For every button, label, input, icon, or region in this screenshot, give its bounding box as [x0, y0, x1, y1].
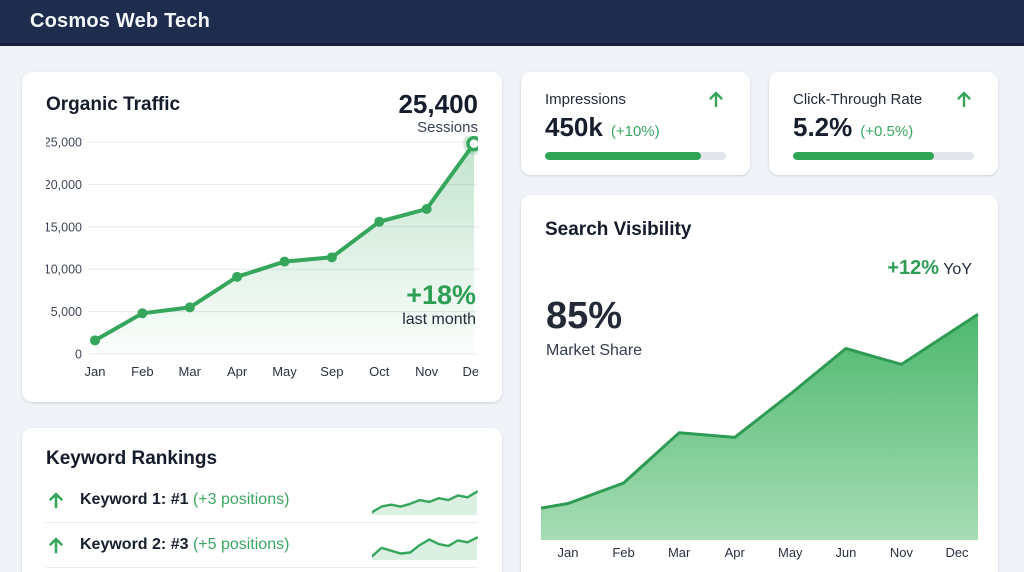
ctr-progress-track: [793, 152, 974, 160]
svg-text:Apr: Apr: [227, 364, 248, 379]
ctr-card: Click-Through Rate 5.2% (+0.5%): [769, 72, 998, 175]
svg-text:Feb: Feb: [612, 545, 634, 560]
up-arrow-icon: [709, 91, 723, 108]
up-arrow-icon: [49, 537, 63, 554]
dashboard-body: Organic Traffic 25,400 Sessions 25,000 20…: [0, 46, 1024, 572]
impressions-value: 450k: [545, 112, 603, 142]
ctr-progress-fill: [793, 152, 935, 160]
keyword-row-2: Keyword 2: #3 (+5 positions): [46, 523, 478, 567]
svg-text:Jan: Jan: [558, 545, 579, 560]
svg-text:Feb: Feb: [131, 364, 153, 379]
organic-traffic-card: Organic Traffic 25,400 Sessions 25,000 20…: [22, 72, 502, 402]
delta-percent: +18%: [406, 280, 476, 310]
svg-text:Oct: Oct: [369, 364, 390, 379]
svg-text:Jun: Jun: [835, 545, 856, 560]
svg-text:Sep: Sep: [320, 364, 343, 379]
keyword-2-delta: (+5 positions): [192, 536, 290, 553]
row-divider: [46, 522, 478, 523]
svg-text:Mar: Mar: [179, 364, 202, 379]
yoy-delta: +12% YoY: [887, 257, 972, 280]
svg-text:5,000: 5,000: [51, 305, 82, 319]
svg-text:Mar: Mar: [668, 545, 691, 560]
keyword-1-label: Keyword 1: #1: [80, 491, 189, 508]
market-share-block: 85% Market Share: [546, 295, 642, 360]
svg-text:20,000: 20,000: [46, 178, 82, 192]
svg-text:10,000: 10,000: [46, 263, 82, 277]
ctr-delta: (+0.5%): [860, 123, 914, 140]
organic-traffic-title: Organic Traffic: [46, 94, 181, 115]
svg-text:15,000: 15,000: [46, 221, 82, 235]
organic-traffic-headline: 25,400 Sessions: [398, 90, 478, 136]
keyword-rankings-title: Keyword Rankings: [46, 448, 218, 469]
svg-text:Jan: Jan: [85, 364, 106, 379]
svg-text:Nov: Nov: [890, 545, 914, 560]
app-header: Cosmos Web Tech: [0, 0, 1024, 46]
svg-text:25,000: 25,000: [46, 136, 82, 150]
svg-text:May: May: [272, 364, 297, 379]
keyword-1-delta: (+3 positions): [192, 491, 290, 508]
up-arrow-icon: [957, 91, 971, 108]
impressions-progress-fill: [545, 152, 701, 160]
sessions-unit-label: Sessions: [417, 119, 478, 137]
left-column: Organic Traffic 25,400 Sessions 25,000 20…: [22, 72, 502, 572]
up-arrow-icon: [49, 492, 63, 509]
impressions-progress-track: [545, 152, 726, 160]
keyword-2-label: Keyword 2: #3: [80, 536, 189, 553]
metric-cards-row: Impressions 450k (+10%) Click-Through Ra…: [521, 72, 998, 175]
search-visibility-area-chart: Jan Feb Mar Apr May Jun Nov Dec: [541, 313, 979, 560]
search-visibility-card: Search Visibility +12% YoY 85% Market Sh…: [521, 195, 998, 572]
right-column: Impressions 450k (+10%) Click-Through Ra…: [521, 72, 998, 572]
organic-traffic-header: Organic Traffic 25,400 Sessions: [46, 90, 478, 136]
yoy-percent: +12%: [887, 257, 940, 279]
svg-text:0: 0: [75, 348, 82, 362]
keyword-2-sparkline: [372, 535, 478, 560]
market-share-value: 85%: [546, 295, 623, 337]
svg-text:Apr: Apr: [725, 545, 746, 560]
delta-caption: last month: [402, 311, 476, 329]
yoy-label: YoY: [943, 261, 972, 278]
row-divider: [46, 567, 478, 568]
search-visibility-title: Search Visibility: [545, 219, 692, 240]
sessions-value: 25,400: [398, 89, 478, 119]
impressions-card: Impressions 450k (+10%): [521, 72, 750, 175]
svg-text:May: May: [778, 545, 803, 560]
keyword-row-1: Keyword 1: #1 (+3 positions): [46, 478, 478, 522]
ctr-value: 5.2%: [793, 112, 853, 142]
organic-traffic-delta: +18% last month: [402, 280, 476, 329]
keyword-1-sparkline: [372, 489, 478, 515]
market-share-label: Market Share: [546, 342, 643, 359]
svg-text:Dec: Dec: [945, 545, 969, 560]
svg-text:Dec: Dec: [462, 364, 478, 379]
ctr-label: Click-Through Rate: [793, 90, 923, 108]
impressions-delta: (+10%): [610, 123, 660, 140]
impressions-label: Impressions: [545, 90, 626, 108]
app-title: Cosmos Web Tech: [30, 10, 211, 32]
svg-text:Nov: Nov: [415, 364, 439, 379]
keyword-rankings-card: Keyword Rankings Keyword 1: #1 (+3 posit…: [22, 428, 502, 572]
